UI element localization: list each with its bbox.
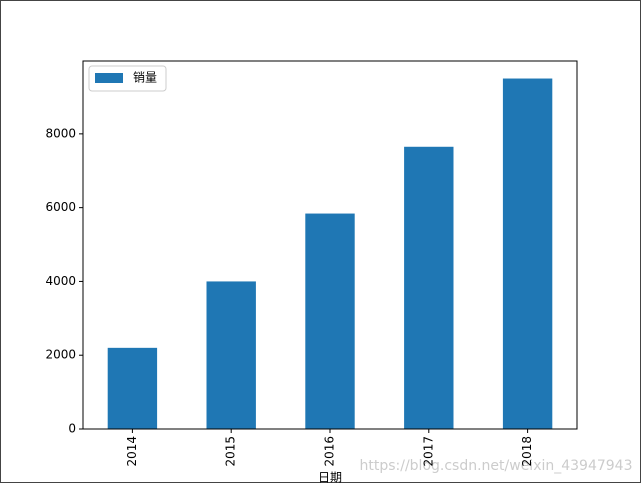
y-tick-label: 4000 — [45, 274, 76, 288]
bar — [404, 146, 454, 430]
bar — [502, 78, 553, 430]
x-tick-label: 2015 — [224, 436, 238, 467]
watermark: https://blog.csdn.net/weixin_43947943 — [359, 458, 632, 474]
y-tick-label: 8000 — [45, 126, 76, 140]
x-tick-label: 2016 — [323, 436, 337, 467]
plot-frame — [82, 60, 578, 430]
legend-swatch — [95, 73, 123, 83]
bar — [107, 347, 158, 429]
legend-label: 销量 — [133, 71, 157, 85]
x-tick-label: 2017 — [421, 436, 435, 467]
x-tick-label: 2014 — [125, 436, 139, 467]
y-tick-label: 0 — [68, 422, 76, 436]
x-tick-label: 2018 — [520, 436, 534, 467]
bar — [305, 213, 355, 429]
x-axis-label: 日期 — [318, 471, 342, 483]
legend-box — [88, 65, 167, 92]
y-tick-label: 2000 — [45, 348, 76, 362]
y-tick-label: 6000 — [45, 200, 76, 214]
bar — [206, 281, 256, 429]
